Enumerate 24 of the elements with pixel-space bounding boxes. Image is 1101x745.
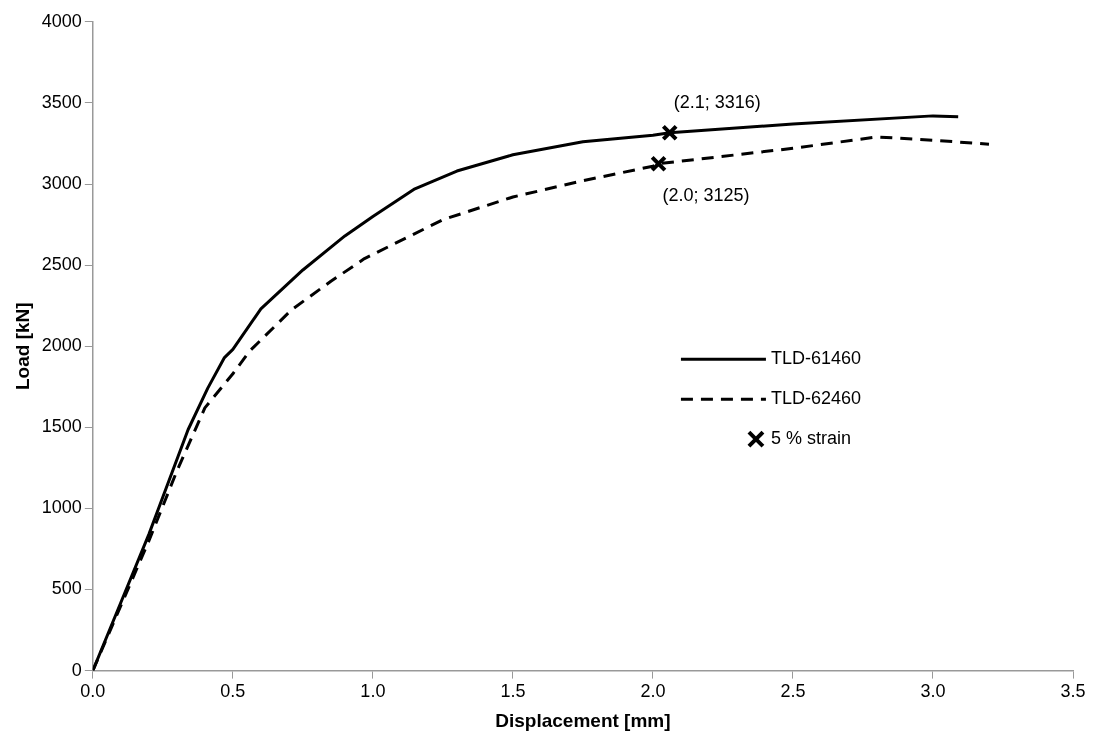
annotation: (2.0; 3125) (662, 184, 750, 205)
annotation: (2.1; 3316) (673, 91, 761, 112)
x-tick-label: 0.5 (220, 681, 246, 702)
legend-label: TLD-61460 (770, 348, 861, 369)
y-tick-label: 3500 (41, 91, 82, 112)
x-tick-label: 0.0 (80, 681, 106, 702)
y-tick-label: 3000 (41, 172, 82, 193)
y-tick-label: 1500 (41, 416, 82, 437)
legend-label: TLD-62460 (770, 388, 861, 409)
legend-label: 5 % strain (770, 428, 851, 449)
y-axis-title: Load [kN] (11, 302, 33, 390)
y-tick-label: 1000 (41, 497, 82, 518)
y-tick-label: 2000 (41, 335, 82, 356)
y-tick-label: 2500 (41, 254, 82, 275)
x-tick-label: 2.0 (640, 681, 666, 702)
x-tick-label: 1.5 (500, 681, 526, 702)
y-tick-label: 4000 (41, 10, 82, 31)
x-tick-label: 2.5 (780, 681, 806, 702)
x-axis-title: Displacement [mm] (495, 709, 671, 731)
y-tick-label: 500 (51, 578, 82, 599)
x-tick-label: 3.0 (920, 681, 946, 702)
y-tick-label: 0 (71, 659, 82, 680)
x-tick-label: 3.5 (1060, 681, 1086, 702)
x-tick-label: 1.0 (360, 681, 386, 702)
